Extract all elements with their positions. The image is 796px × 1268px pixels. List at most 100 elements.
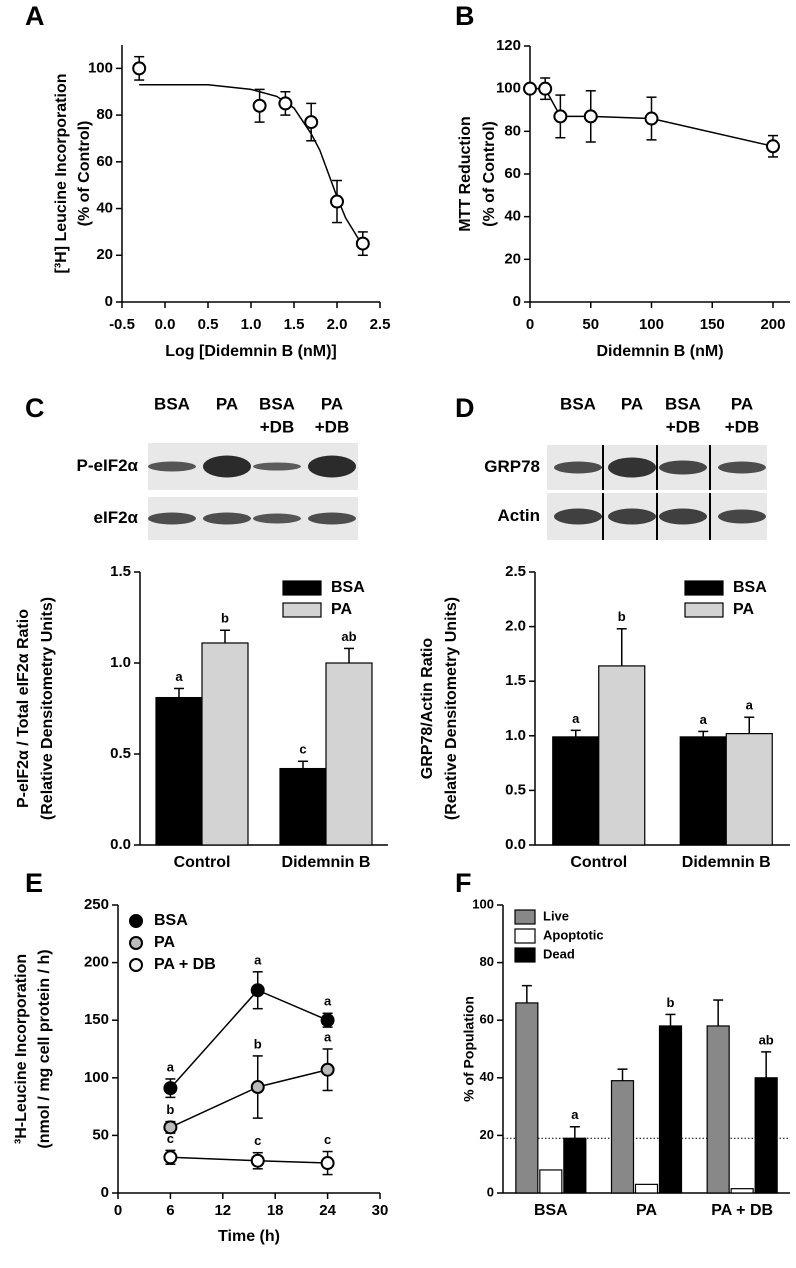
blot-band: [718, 509, 766, 524]
x-tick-label: 0.5: [198, 316, 219, 333]
y-tick-label: 1.5: [110, 563, 131, 580]
bar: [725, 733, 773, 846]
legend-marker: [129, 958, 143, 972]
data-point: [523, 81, 537, 96]
x-tick-label: -0.5: [109, 316, 135, 333]
y-tick-label: 2.5: [505, 563, 526, 580]
legend-swatch: [282, 580, 322, 596]
significance-letter: a: [746, 698, 754, 713]
bar: [201, 642, 249, 846]
blot-row-label: eIF2α: [94, 508, 139, 527]
x-tick-label: 30: [372, 1202, 389, 1219]
x-tick-label: PA: [636, 1202, 657, 1219]
lane-label: PA: [216, 394, 238, 413]
y-tick-label: 0.5: [110, 745, 131, 762]
x-tick-label: 100: [639, 316, 664, 333]
lane-label: BSA: [154, 394, 190, 413]
y-tick-label: 100: [496, 80, 521, 97]
legend-label: PA: [154, 934, 175, 951]
y-tick-label: 40: [96, 200, 113, 217]
legend-label: Live: [543, 908, 569, 923]
bar: [610, 1080, 635, 1194]
y-tick-label: 2.0: [505, 618, 526, 635]
lane-label: BSA: [665, 394, 701, 413]
legend-swatch: [684, 602, 724, 618]
blot-band: [203, 455, 251, 478]
y-tick-label: 0: [487, 1184, 494, 1199]
y-axis-label: (Relative Densitometry Units): [39, 597, 56, 820]
y-tick-label: 250: [84, 896, 109, 913]
legend-marker: [129, 936, 143, 950]
lane-label: +DB: [315, 417, 349, 436]
lane-label: BSA: [259, 394, 295, 413]
data-point: [304, 115, 319, 130]
data-point: [163, 1120, 178, 1135]
legend-swatch: [514, 909, 536, 925]
panel-letter: F: [455, 868, 472, 898]
data-point: [320, 1156, 335, 1171]
significance-letter: c: [254, 1133, 261, 1148]
x-tick-label: BSA: [534, 1202, 568, 1219]
bar: [155, 696, 203, 846]
y-tick-label: 80: [504, 122, 521, 139]
x-tick-label: PA + DB: [711, 1202, 773, 1219]
y-axis-label: (% of Control): [481, 121, 498, 227]
legend-label: PA: [733, 601, 754, 618]
bar: [658, 1025, 683, 1194]
legend-label: BSA: [154, 912, 188, 929]
x-tick-label: Didemnin B: [282, 854, 371, 871]
y-tick-label: 20: [504, 250, 521, 267]
panel-letter: C: [25, 393, 45, 423]
significance-letter: b: [221, 611, 229, 626]
data-point: [278, 96, 293, 111]
x-tick-label: 0.0: [155, 316, 176, 333]
data-point: [330, 194, 344, 209]
x-tick-label: 12: [214, 1202, 231, 1219]
series-line: [169, 989, 328, 1089]
y-tick-label: 0.0: [110, 836, 131, 853]
data-point: [553, 109, 568, 124]
y-tick-label: 60: [504, 165, 521, 182]
legend-label: BSA: [733, 579, 767, 596]
bar: [634, 1183, 659, 1194]
significance-letter: ab: [759, 1032, 774, 1047]
significance-letter: c: [299, 742, 306, 757]
blot-band: [253, 462, 301, 471]
significance-letter: ab: [341, 629, 356, 644]
legend-label: BSA: [331, 579, 365, 596]
blot-band: [308, 512, 356, 525]
significance-letter: a: [700, 712, 708, 727]
y-tick-label: 0.0: [505, 836, 526, 853]
x-tick-label: Control: [570, 854, 627, 871]
y-axis-label: P-eIF2α / Total eIF2α Ratio: [15, 609, 32, 808]
fit-curve: [139, 83, 364, 247]
y-tick-label: 60: [96, 153, 113, 170]
y-tick-label: 1.0: [110, 654, 131, 671]
blot-band: [148, 461, 196, 472]
y-axis-label: (% of Control): [76, 121, 93, 227]
significance-letter: b: [166, 1102, 174, 1117]
x-tick-label: 18: [267, 1202, 284, 1219]
y-axis-label: % of Population: [461, 996, 477, 1102]
significance-letter: b: [618, 609, 626, 624]
legend-label: PA + DB: [154, 956, 216, 973]
bar: [325, 662, 373, 846]
y-tick-label: 0: [105, 293, 113, 310]
blot-band: [203, 512, 251, 525]
series-line: [170, 1156, 328, 1164]
panel-letter: D: [455, 393, 475, 423]
x-tick-label: 1.5: [284, 316, 305, 333]
x-tick-label: 1.0: [241, 316, 262, 333]
x-tick-label: Control: [174, 854, 231, 871]
y-axis-label: [³H] Leucine Incorporation: [53, 74, 70, 274]
panel-letter: A: [25, 1, 45, 31]
data-point: [644, 111, 659, 126]
lane-label: +DB: [260, 417, 294, 436]
y-tick-label: 100: [84, 1069, 109, 1086]
y-tick-label: 60: [480, 1012, 494, 1027]
data-point: [163, 1150, 178, 1165]
x-tick-label: 24: [319, 1202, 336, 1219]
x-axis-label: Didemnin B (nM): [596, 343, 723, 360]
y-tick-label: 100: [88, 59, 113, 76]
blot-band: [608, 457, 656, 478]
